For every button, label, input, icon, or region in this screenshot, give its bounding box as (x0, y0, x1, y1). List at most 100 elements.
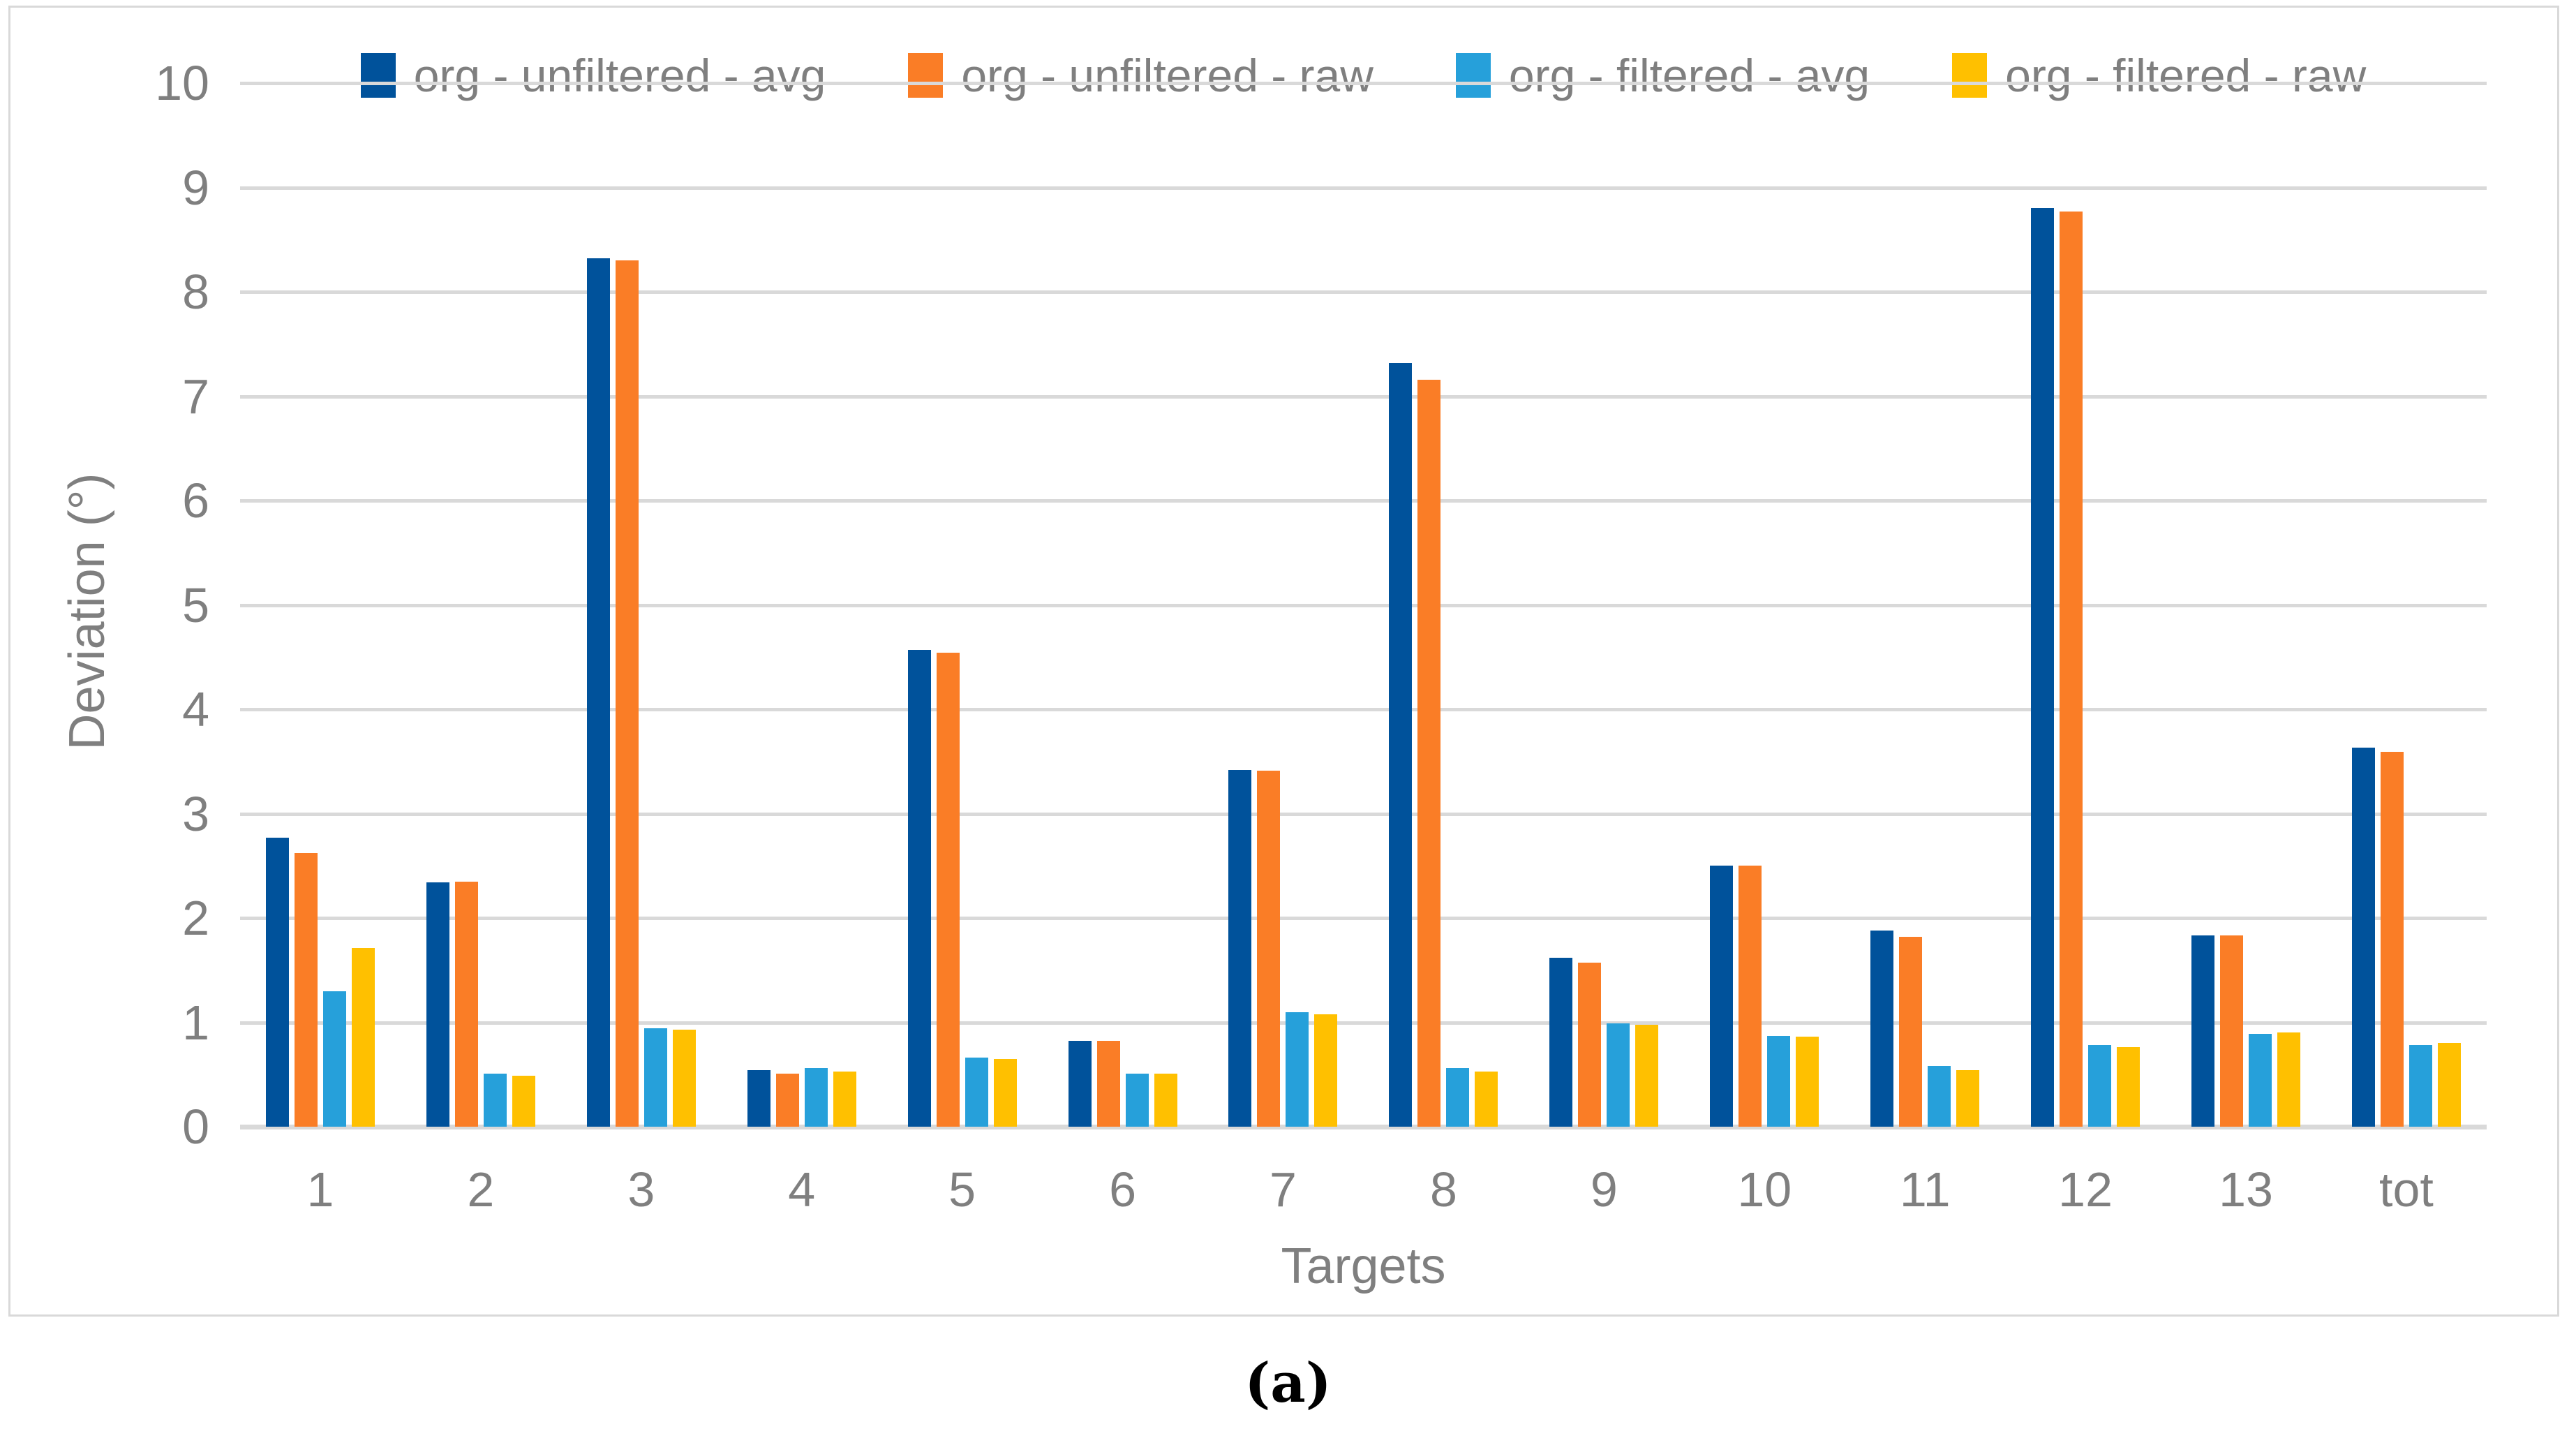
bar-org-filtered-raw-7 (1314, 1014, 1338, 1127)
bar-org-unfiltered-avg-9 (1549, 957, 1573, 1127)
y-tick-label: 5 (182, 577, 209, 632)
x-tick-label-9: 9 (1590, 1162, 1618, 1217)
bar-org-filtered-raw-4 (833, 1071, 856, 1127)
bar-org-filtered-raw-3 (672, 1029, 696, 1127)
legend-label: org - unfiltered - raw (961, 50, 1373, 101)
x-tick-label-2: 2 (467, 1162, 495, 1217)
bar-org-unfiltered-avg-8 (1389, 362, 1413, 1127)
bar-org-filtered-avg-10 (1767, 1035, 1791, 1127)
bar-org-filtered-avg-8 (1446, 1068, 1470, 1127)
legend-swatch-icon (1952, 53, 1988, 98)
y-tick-label: 4 (182, 682, 209, 736)
bar-group-12 (2005, 83, 2166, 1127)
legend-swatch-icon (908, 53, 944, 98)
x-tick-label-4: 4 (788, 1162, 816, 1217)
bar-org-unfiltered-avg-2 (426, 882, 449, 1127)
x-tick-label-12: 12 (2058, 1162, 2113, 1217)
bar-org-unfiltered-raw-10 (1739, 866, 1762, 1127)
y-tick-label: 9 (182, 160, 209, 215)
bar-org-filtered-avg-5 (965, 1058, 988, 1127)
x-tick-label-8: 8 (1429, 1162, 1457, 1217)
bar-org-unfiltered-avg-3 (586, 258, 610, 1127)
y-tick-label: 1 (182, 995, 209, 1050)
x-tick-label-3: 3 (627, 1162, 655, 1217)
bar-org-unfiltered-raw-tot (2380, 752, 2404, 1127)
legend-label: org - unfiltered - avg (413, 50, 826, 101)
bar-org-filtered-avg-11 (1928, 1066, 1951, 1127)
bar-org-unfiltered-avg-13 (2191, 935, 2215, 1127)
bar-org-filtered-avg-9 (1607, 1023, 1630, 1127)
x-tick-label-5: 5 (948, 1162, 976, 1217)
bar-group-3 (561, 83, 722, 1127)
legend-item-2: org - filtered - avg (1455, 49, 1870, 102)
bar-org-filtered-avg-1 (322, 991, 346, 1127)
x-tick-label-11: 11 (1899, 1162, 1951, 1217)
bar-org-filtered-raw-13 (2277, 1032, 2301, 1127)
gridline (240, 812, 2487, 816)
y-tick-label: 0 (182, 1099, 209, 1154)
gridline (240, 1021, 2487, 1025)
gridline (240, 290, 2487, 294)
bar-group-10 (1684, 83, 1845, 1127)
bar-org-filtered-raw-tot (2437, 1043, 2461, 1127)
y-tick-label: 2 (182, 891, 209, 945)
bar-org-filtered-avg-12 (2088, 1045, 2112, 1127)
bar-org-unfiltered-raw-12 (2060, 211, 2083, 1127)
gridline (240, 499, 2487, 503)
bar-group-4 (722, 83, 882, 1127)
bar-group-11 (1845, 83, 2005, 1127)
bar-org-unfiltered-avg-6 (1068, 1041, 1092, 1127)
chart-figure: org - unfiltered - avg org - unfiltered -… (8, 6, 2559, 1317)
bar-org-unfiltered-raw-7 (1257, 771, 1281, 1127)
bar-org-filtered-raw-12 (2117, 1047, 2141, 1127)
x-axis-title: Targets (1281, 1238, 1446, 1294)
bar-group-2 (401, 83, 561, 1127)
bar-org-unfiltered-raw-3 (615, 260, 639, 1127)
bar-org-unfiltered-avg-7 (1228, 769, 1252, 1127)
y-tick-label: 7 (182, 369, 209, 424)
bar-org-filtered-avg-6 (1125, 1073, 1149, 1127)
bar-org-filtered-raw-9 (1635, 1024, 1659, 1127)
x-tick-label-6: 6 (1109, 1162, 1137, 1217)
bar-org-filtered-raw-2 (512, 1075, 535, 1127)
bar-org-unfiltered-raw-13 (2220, 935, 2244, 1127)
bar-org-filtered-avg-2 (483, 1073, 507, 1127)
bar-org-filtered-raw-11 (1956, 1070, 1980, 1127)
bar-org-unfiltered-avg-10 (1710, 866, 1734, 1127)
bar-org-unfiltered-raw-8 (1417, 379, 1441, 1127)
bar-org-filtered-raw-8 (1475, 1071, 1498, 1127)
gridline (240, 917, 2487, 920)
bar-group-7 (1203, 83, 1364, 1127)
x-tick-label-13: 13 (2219, 1162, 2273, 1217)
bar-org-filtered-avg-tot (2409, 1045, 2432, 1127)
figure-caption: (a) (1244, 1351, 1332, 1415)
bar-org-filtered-avg-13 (2249, 1033, 2272, 1127)
bar-org-filtered-avg-3 (643, 1028, 667, 1127)
bar-org-unfiltered-avg-1 (265, 837, 289, 1127)
legend-label: org - filtered - avg (1508, 50, 1870, 101)
bar-org-unfiltered-raw-9 (1578, 963, 1602, 1127)
gridline (240, 603, 2487, 607)
gridline (240, 394, 2487, 399)
legend-item-3: org - filtered - raw (1952, 49, 2366, 102)
x-tick-label-1: 1 (306, 1162, 334, 1217)
legend-item-0: org - unfiltered - avg (360, 49, 826, 102)
bar-org-unfiltered-avg-5 (907, 649, 931, 1127)
legend-label: org - filtered - raw (2005, 50, 2367, 101)
y-tick-label: 8 (182, 265, 209, 319)
plot-area (240, 82, 2487, 1129)
legend-swatch-icon (360, 53, 396, 98)
bar-group-13 (2166, 83, 2326, 1127)
bar-org-unfiltered-raw-2 (454, 881, 478, 1127)
bar-org-unfiltered-raw-4 (775, 1073, 799, 1127)
bar-group-5 (882, 83, 1043, 1127)
x-tick-label-10: 10 (1737, 1162, 1792, 1217)
bar-org-unfiltered-raw-6 (1096, 1041, 1120, 1127)
y-axis-tick-labels: 0 1 2 3 4 5 6 7 8 9 10 (10, 8, 209, 1319)
gridline (240, 186, 2487, 190)
x-tick-label-7: 7 (1270, 1162, 1297, 1217)
bar-org-unfiltered-raw-5 (936, 653, 960, 1127)
bar-org-filtered-raw-10 (1796, 1037, 1819, 1127)
bar-group-tot (2326, 83, 2487, 1127)
bar-org-unfiltered-avg-tot (2351, 748, 2375, 1127)
